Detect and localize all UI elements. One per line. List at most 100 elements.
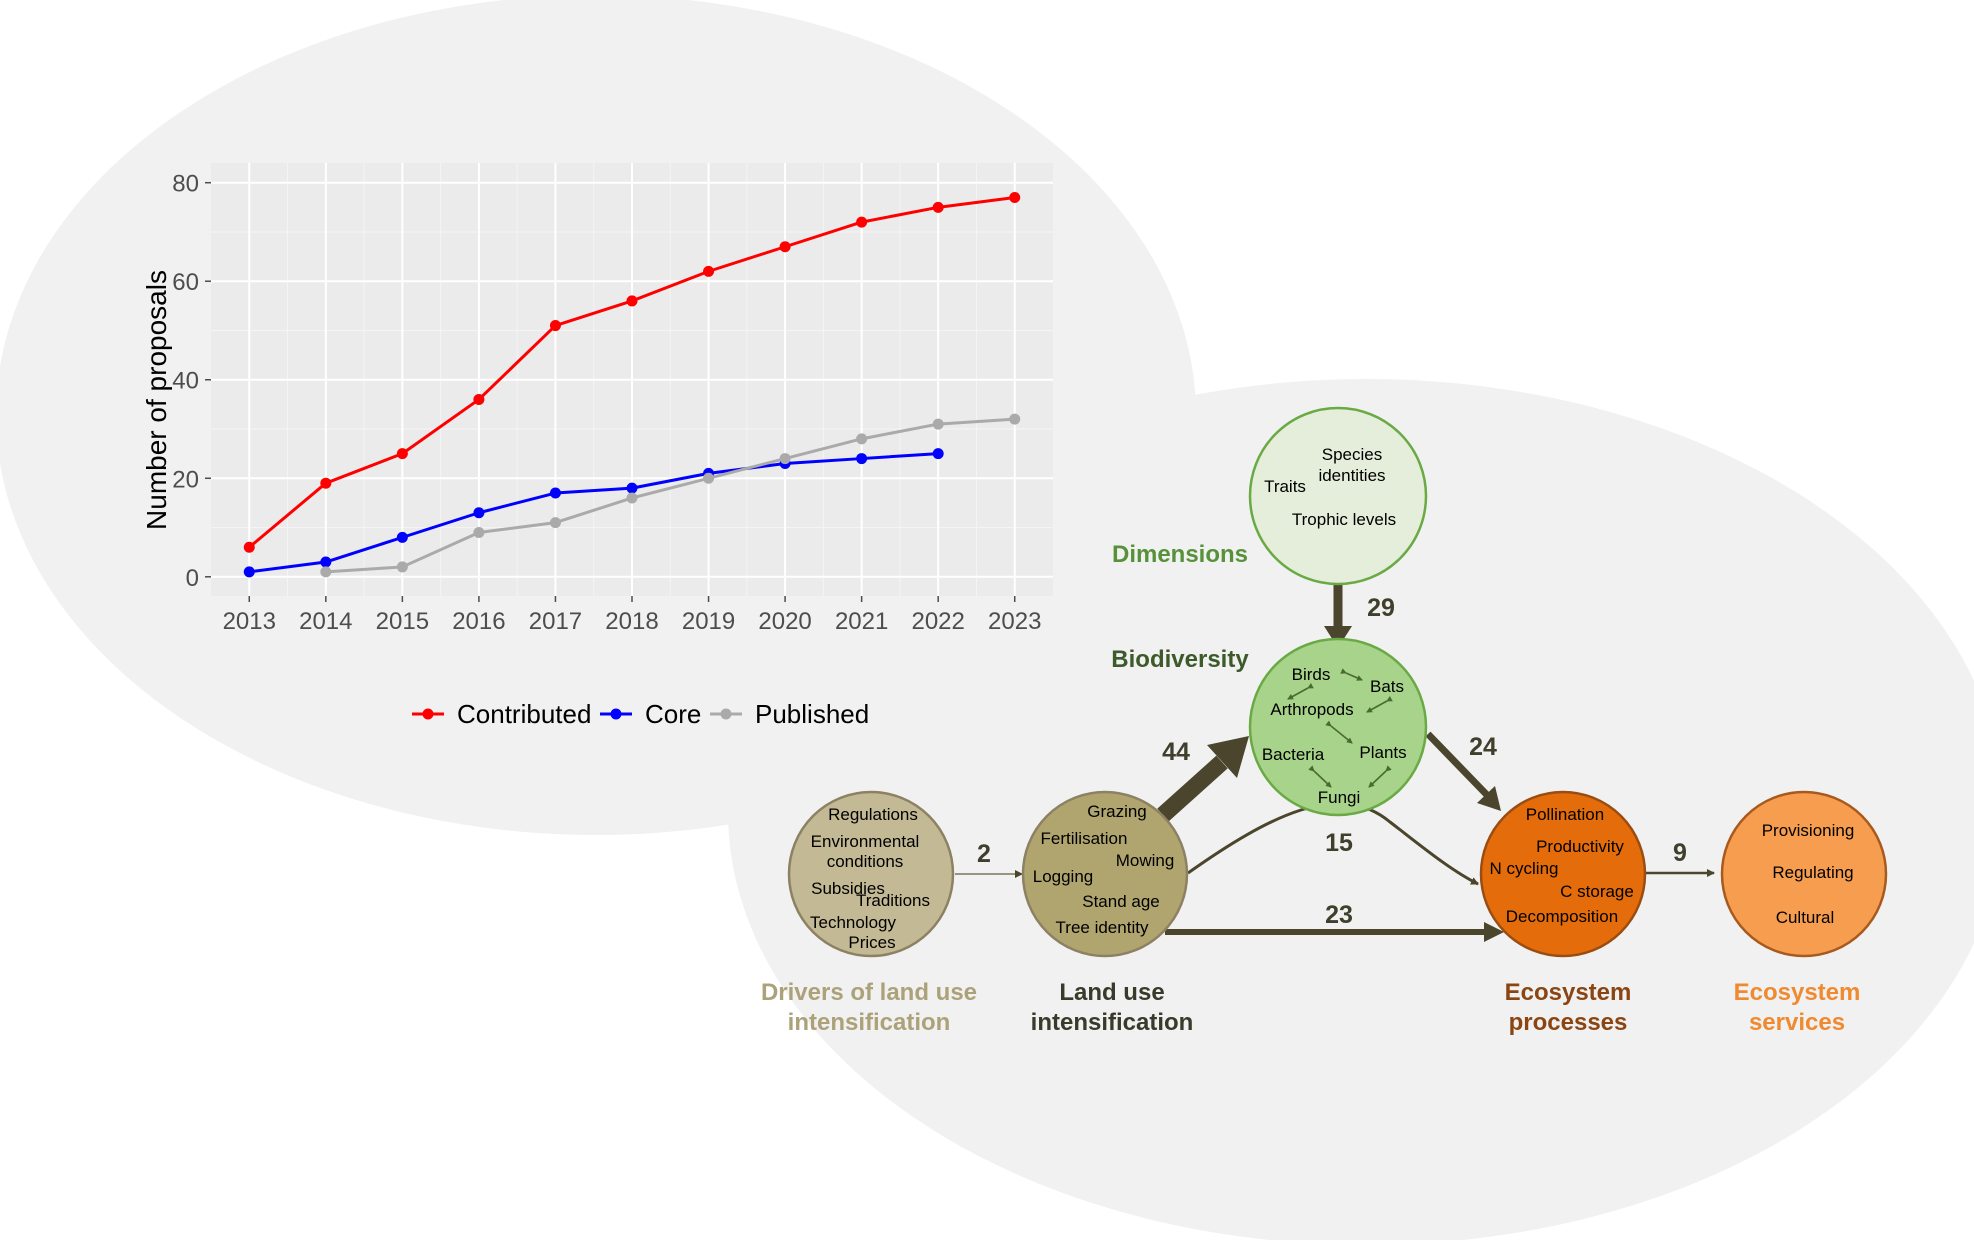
data-point-published (932, 418, 944, 430)
biodiversity-item: Bats (1370, 677, 1404, 696)
biodiversity-item: Plants (1359, 743, 1406, 762)
services-item: Provisioning (1762, 821, 1855, 840)
series-points (243, 191, 1021, 578)
label-services-line2: services (1749, 1009, 1845, 1036)
edge-biodiversity-processes-head (1477, 786, 1501, 811)
label-processes-line2: processes (1509, 1009, 1628, 1036)
biodiversity-item: Fungi (1318, 788, 1361, 807)
processes-item: N cycling (1490, 859, 1559, 878)
processes-item: C storage (1560, 882, 1634, 901)
label-biodiversity: Biodiversity (1111, 646, 1249, 673)
edge-landuse-processes-curved (1187, 802, 1479, 886)
data-point-core (626, 482, 638, 494)
drivers-item: Subsidies (811, 879, 885, 898)
legend-key-point-core (610, 708, 622, 720)
edge-biodiversity-processes (1425, 731, 1491, 799)
edge-value-dimensions-biodiversity: 29 (1367, 594, 1395, 622)
data-point-core (856, 453, 868, 465)
landuse-item: Tree identity (1056, 918, 1149, 937)
data-point-contributed (243, 541, 255, 553)
data-point-contributed (703, 265, 715, 277)
dimensions-item: Species (1322, 445, 1382, 464)
node-dimensions-circle (1248, 406, 1428, 586)
drivers-item: conditions (827, 852, 904, 871)
edge-value-landuse-biodiversity: 44 (1162, 738, 1190, 766)
biodiversity-interaction-arrows (1287, 668, 1393, 788)
dimensions-item: Traits (1264, 477, 1306, 496)
x-tick-label: 2014 (299, 608, 352, 635)
processes-item: Decomposition (1506, 907, 1618, 926)
biodiversity-item: Bacteria (1262, 745, 1325, 764)
data-point-core (473, 507, 485, 519)
x-tick-label: 2021 (835, 608, 888, 635)
x-tick-label: 2023 (988, 608, 1041, 635)
node-landuse: Grazing Fertilisation Mowing Logging Sta… (1021, 790, 1189, 958)
x-tick-label: 2016 (452, 608, 505, 635)
edge-value-processes-services: 9 (1673, 839, 1687, 867)
x-tick-label: 2019 (682, 608, 735, 635)
drivers-item: Technology (810, 913, 897, 932)
dimensions-item: identities (1318, 466, 1385, 485)
node-drivers: Regulations Environmental conditions Sub… (787, 790, 955, 958)
legend-key-point-published (720, 708, 732, 720)
edge-value-landuse-processes-curved: 15 (1325, 829, 1353, 857)
biodiversity-item: Birds (1292, 665, 1331, 684)
data-point-published (1009, 413, 1021, 425)
landuse-item: Stand age (1082, 892, 1160, 911)
y-axis-title: Number of proposals (141, 270, 172, 530)
data-point-published (856, 433, 868, 445)
services-item: Cultural (1776, 908, 1835, 927)
label-dimensions: Dimensions (1112, 541, 1248, 568)
drivers-item: Traditions (856, 891, 930, 910)
node-processes-circle (1479, 790, 1647, 958)
biodiversity-item: Arthropods (1270, 700, 1353, 719)
data-point-core (243, 566, 255, 578)
series-line-core (249, 452, 939, 574)
y-tick-label: 40 (172, 368, 199, 395)
x-tick-label: 2013 (223, 608, 276, 635)
legend-label-published: Published (755, 699, 869, 729)
services-item: Regulating (1772, 863, 1853, 882)
data-point-contributed (473, 393, 485, 405)
legend-key-point-contributed (422, 708, 434, 720)
data-point-core (320, 556, 332, 568)
data-point-published (626, 492, 638, 504)
data-point-core (396, 531, 408, 543)
x-tick-label: 2018 (605, 608, 658, 635)
dimensions-item: Trophic levels (1292, 510, 1396, 529)
node-services-circle (1720, 790, 1888, 958)
data-point-published (473, 526, 485, 538)
x-tick-label: 2017 (529, 608, 582, 635)
label-drivers-line2: intensification (788, 1009, 951, 1036)
label-landuse-line1: Land use (1059, 979, 1164, 1006)
node-drivers-circle (787, 790, 955, 958)
data-point-contributed (1009, 191, 1021, 203)
edges (955, 584, 1715, 942)
edge-landuse-biodiversity-head (1207, 736, 1249, 778)
legend: Contributed Core Published (412, 699, 869, 729)
node-biodiversity: Birds Bats Arthropods Bacteria Plants Fu… (1248, 637, 1428, 817)
label-landuse-line2: intensification (1031, 1009, 1194, 1036)
data-point-published (396, 561, 408, 573)
y-tick-label: 20 (172, 466, 199, 493)
landuse-item: Fertilisation (1041, 829, 1128, 848)
landuse-item: Mowing (1116, 851, 1175, 870)
data-point-contributed (856, 216, 868, 228)
data-point-contributed (626, 295, 638, 307)
edge-value-landuse-processes: 23 (1325, 901, 1353, 929)
landuse-item: Logging (1033, 867, 1094, 886)
data-point-contributed (396, 448, 408, 460)
data-point-contributed (779, 241, 791, 253)
data-point-contributed (549, 320, 561, 332)
node-processes: Pollination Productivity N cycling C sto… (1479, 790, 1647, 958)
edge-dimensions-biodiversity-head (1324, 626, 1352, 648)
x-tick-label: 2020 (758, 608, 811, 635)
edge-landuse-processes-head (1484, 922, 1504, 942)
x-tick-label: 2022 (911, 608, 964, 635)
x-tick-labels: 2013 2014 2015 2016 2017 2018 2019 2020 2021 2022… (223, 608, 1042, 635)
data-point-published (779, 453, 791, 465)
edge-value-drivers-landuse: 2 (977, 840, 991, 868)
label-processes-line1: Ecosystem (1505, 979, 1632, 1006)
label-services-line1: Ecosystem (1734, 979, 1861, 1006)
